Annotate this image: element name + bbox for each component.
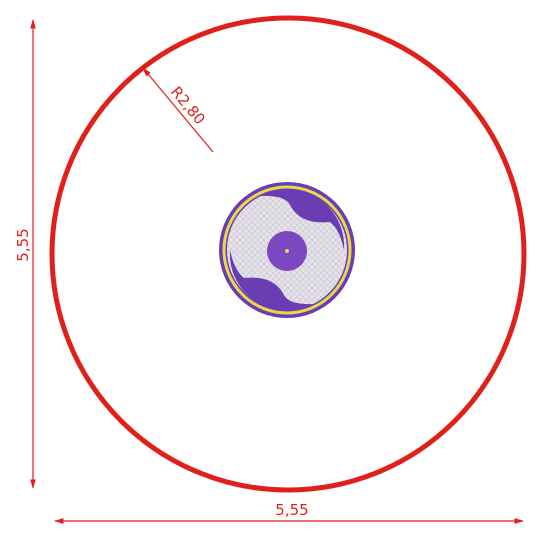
- height-label: 5,55: [14, 228, 32, 261]
- outline-circle: [49, 15, 527, 493]
- radius-dimension-line: [142, 67, 214, 153]
- center-object: [219, 182, 355, 318]
- width-label: 5,55: [275, 501, 308, 519]
